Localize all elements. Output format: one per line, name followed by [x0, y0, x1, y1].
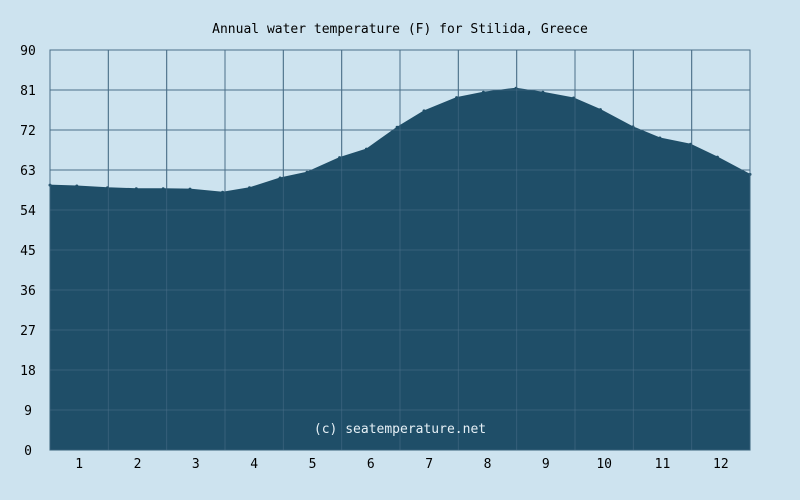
data-point [455, 96, 459, 100]
y-tick-label: 9 [24, 404, 32, 419]
watermark-text: (c) seatemperature.net [314, 422, 486, 437]
y-tick-label: 81 [20, 84, 36, 99]
data-point [364, 147, 368, 151]
x-tick-label: 6 [367, 457, 375, 472]
x-tick-label: 11 [655, 457, 671, 472]
data-point [572, 96, 576, 100]
data-point [715, 155, 719, 159]
y-tick-label: 18 [20, 364, 36, 379]
y-tick-label: 45 [20, 244, 36, 259]
x-tick-label: 1 [75, 457, 83, 472]
y-tick-label: 72 [20, 124, 36, 139]
x-tick-label: 8 [484, 457, 492, 472]
data-point [278, 176, 282, 180]
x-tick-label: 5 [309, 457, 317, 472]
y-tick-label: 54 [20, 204, 36, 219]
y-tick-label: 63 [20, 164, 36, 179]
data-point [305, 170, 309, 174]
data-point [188, 187, 192, 191]
data-point [541, 90, 545, 94]
data-point [422, 109, 426, 113]
data-point [658, 136, 662, 140]
chart-title: Annual water temperature (F) for Stilida… [212, 22, 588, 37]
data-point [75, 184, 79, 188]
y-tick-label: 36 [20, 284, 36, 299]
y-tick-label: 27 [20, 324, 36, 339]
data-point [161, 187, 165, 191]
x-tick-label: 4 [250, 457, 258, 472]
x-tick-label: 12 [713, 457, 729, 472]
x-tick-label: 9 [542, 457, 550, 472]
x-tick-label: 7 [425, 457, 433, 472]
data-point [338, 156, 342, 160]
data-point [134, 187, 138, 191]
data-point [481, 90, 485, 94]
y-tick-label: 90 [20, 44, 36, 59]
data-point [248, 186, 251, 190]
x-tick-label: 2 [134, 457, 142, 472]
data-point [598, 108, 602, 112]
x-tick-label: 10 [596, 457, 612, 472]
x-tick-label: 3 [192, 457, 200, 472]
y-tick-label: 0 [24, 444, 32, 459]
data-point [221, 190, 225, 194]
overlay-grid-layer [49, 49, 751, 451]
data-point [395, 125, 399, 129]
